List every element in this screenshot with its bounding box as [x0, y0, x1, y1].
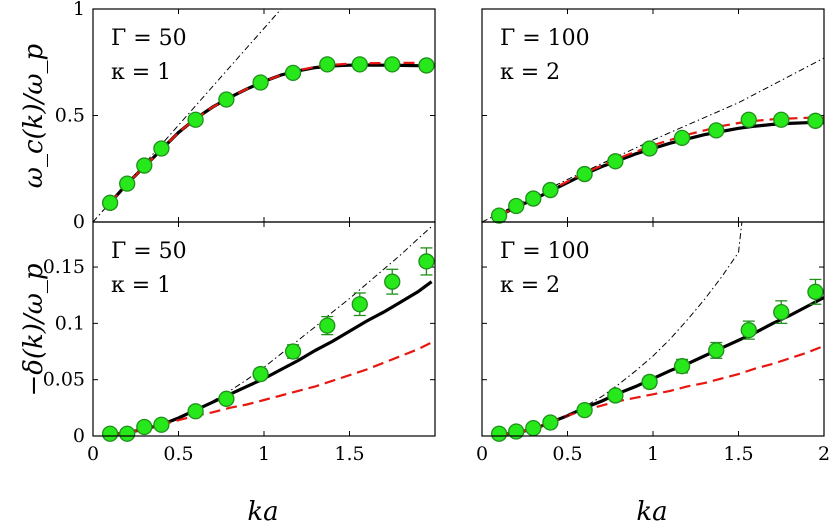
data-point	[187, 111, 204, 128]
series-solid-line	[108, 63, 435, 204]
annotation-kappa: κ = 1	[111, 273, 171, 298]
y-axis-label-bottom: −δ(k)/ω_p	[19, 263, 49, 396]
data-point	[384, 273, 401, 290]
panel-top-left: 0 0.5 1 Γ = 50 κ = 1	[55, 0, 436, 233]
data-point	[641, 140, 658, 157]
annotation-gamma: Γ = 50	[111, 26, 187, 51]
panel-top-right: Γ = 100 κ = 2	[481, 8, 825, 224]
data-point	[490, 425, 508, 442]
data-point	[607, 387, 624, 404]
annotation-gamma: Γ = 100	[500, 239, 590, 264]
data-point	[418, 57, 435, 74]
data-point	[319, 56, 336, 73]
data-point	[252, 74, 269, 91]
y-tick-label: 1	[73, 0, 85, 20]
x-tick-label: 1.5	[334, 443, 364, 465]
x-axis-label-left: ka	[247, 497, 278, 527]
data-point	[525, 190, 542, 207]
x-tick-label: 1.5	[723, 443, 753, 465]
data-point	[136, 418, 153, 436]
x-tick-label: 1	[647, 443, 659, 465]
data-point	[218, 390, 235, 407]
x-tick-label: 0	[87, 443, 99, 465]
x-tick-label: 0.5	[163, 443, 193, 465]
x-tick-label: 2	[818, 443, 830, 465]
y-tick-label: 0.5	[55, 105, 85, 127]
data-point	[418, 253, 435, 270]
data-point	[740, 321, 757, 339]
data-point	[542, 414, 559, 431]
data-point	[807, 283, 824, 300]
data-point	[525, 419, 542, 437]
data-point	[252, 365, 269, 383]
data-point	[384, 56, 401, 73]
data-point	[708, 342, 725, 359]
y-tick-label: 0.05	[43, 369, 85, 391]
data-point	[542, 181, 559, 199]
data-point	[101, 194, 119, 211]
data-point	[773, 111, 790, 128]
data-point	[319, 317, 336, 334]
data-point	[576, 165, 593, 183]
annotation-kappa: κ = 2	[500, 273, 560, 298]
data-point	[284, 343, 302, 360]
x-tick-label: 1	[258, 443, 270, 465]
data-point	[153, 140, 170, 157]
y-axis-label-top: ω_c(k)/ω_p	[19, 43, 49, 188]
annotation-kappa: κ = 2	[500, 60, 560, 85]
x-axis-label-right: ka	[636, 497, 667, 527]
data-point	[490, 207, 508, 224]
data-point	[284, 64, 302, 82]
panel-bottom-left: 0 0.05 0.1 0.15 0 0.5 1 1.5 Γ = 50 κ = 1	[43, 221, 436, 465]
y-tick-label: 0.15	[43, 256, 85, 278]
annotation-gamma: Γ = 100	[500, 26, 590, 51]
y-tick-label: 0	[73, 425, 85, 447]
series-solid-line	[109, 280, 433, 436]
data-point	[136, 157, 153, 174]
data-point	[351, 56, 368, 73]
axes-frame	[92, 221, 436, 437]
data-point	[101, 425, 119, 442]
data-point	[153, 416, 170, 433]
data-point	[119, 425, 136, 442]
data-point	[607, 153, 624, 170]
data-point	[740, 111, 757, 128]
x-tick-label: 0.5	[552, 443, 582, 465]
data-point	[807, 112, 824, 129]
y-tick-label: 0.1	[55, 312, 85, 334]
series-solid-line	[498, 296, 824, 436]
data-point	[773, 303, 790, 321]
data-point	[673, 358, 691, 375]
annotation-gamma: Γ = 50	[111, 239, 187, 264]
data-point	[708, 122, 725, 139]
data-point	[508, 197, 525, 215]
data-point	[119, 175, 136, 192]
data-point	[218, 91, 235, 108]
panel-bottom-right: 0 0.5 1 1.5 2 Γ = 100 κ = 2	[476, 221, 830, 465]
data-point	[673, 129, 691, 147]
data-point	[576, 401, 593, 419]
data-point	[641, 373, 658, 391]
y-tick-label: 0	[73, 211, 85, 233]
data-point	[187, 403, 204, 420]
data-point	[508, 423, 525, 440]
data-point	[351, 296, 368, 313]
x-tick-label: 0	[476, 443, 488, 465]
series-dashed-line	[498, 116, 824, 217]
annotation-kappa: κ = 1	[111, 60, 171, 85]
axes-frame	[481, 221, 825, 437]
series-dashdot-line	[499, 222, 743, 436]
